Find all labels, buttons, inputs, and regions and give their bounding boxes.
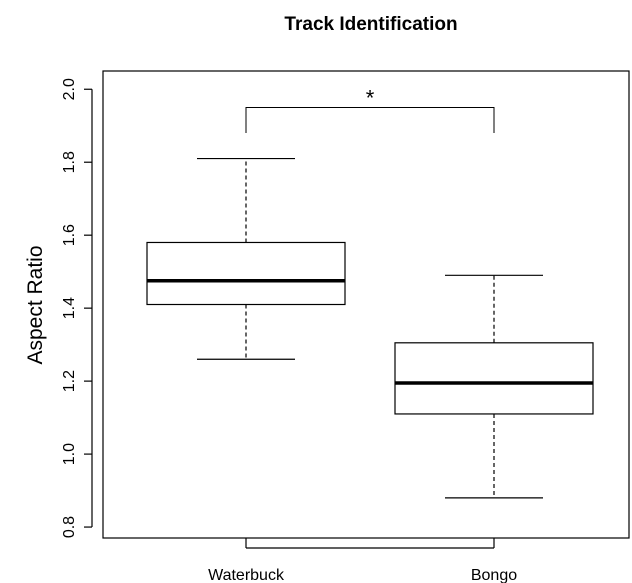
- box-waterbuck: [146, 157, 346, 360]
- iqr-box: [394, 342, 594, 415]
- y-axis: 0.8 1.0 1.2 1.4 1.6 1.8 2.0: [61, 78, 93, 538]
- x-axis: Waterbuck Bongo: [208, 538, 517, 583]
- y-tick-label: 1.6: [61, 224, 78, 246]
- y-axis-label: Aspect Ratio: [24, 245, 47, 364]
- plot-area-frame: [102, 70, 630, 539]
- y-tick-label: 2.0: [61, 78, 78, 100]
- y-tick-label: 1.0: [61, 443, 78, 465]
- significance-bracket: [245, 106, 495, 134]
- iqr-box: [146, 241, 346, 306]
- x-tick-label: Waterbuck: [208, 567, 285, 583]
- box-bongo: [394, 274, 594, 499]
- y-tick-label: 1.4: [61, 297, 78, 319]
- significance-annotation: *: [245, 85, 495, 134]
- boxes-group: [146, 157, 594, 499]
- significance-label: *: [366, 85, 375, 110]
- y-tick-label: 1.8: [61, 151, 78, 173]
- y-tick-label: 0.8: [61, 516, 78, 538]
- chart-title: Track Identification: [284, 14, 457, 35]
- y-tick-label: 1.2: [61, 370, 78, 392]
- x-tick-label: Bongo: [471, 567, 517, 583]
